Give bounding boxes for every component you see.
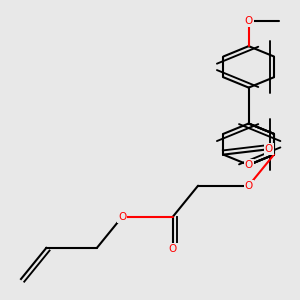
Text: O: O (118, 212, 126, 222)
Text: O: O (169, 244, 177, 254)
Text: O: O (265, 144, 273, 154)
Text: O: O (244, 160, 253, 170)
Text: O: O (244, 181, 253, 191)
Text: O: O (244, 16, 253, 26)
